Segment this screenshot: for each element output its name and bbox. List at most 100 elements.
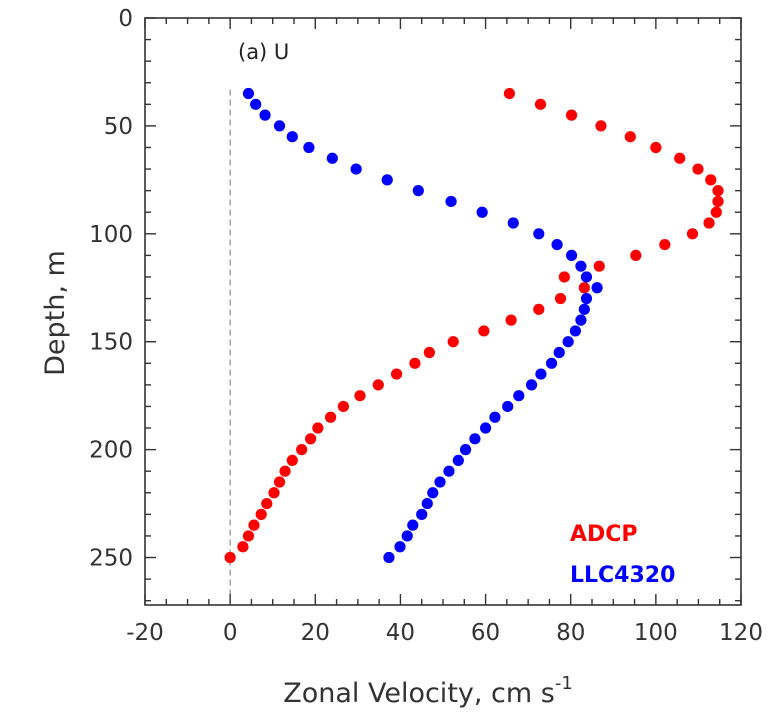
data-point-llc4320 [381,174,393,186]
data-point-llc4320 [459,444,472,456]
data-point-llc4320 [250,98,262,110]
data-point-adcp [674,152,686,164]
data-point-llc4320 [479,422,492,434]
data-point-llc4320 [551,238,563,251]
data-point-adcp [692,163,704,175]
data-point-adcp [255,508,267,520]
data-point-llc4320 [401,530,413,542]
data-point-adcp [554,292,567,305]
panel-label: (a) U [238,40,289,64]
x-tick-label: 120 [719,620,763,646]
data-point-llc4320 [502,400,514,413]
data-point-llc4320 [513,390,525,402]
data-point-adcp [268,487,280,499]
y-tick-label: 100 [89,222,133,248]
data-point-adcp [712,195,724,208]
data-point-adcp [710,206,722,218]
data-point-adcp [558,271,570,283]
data-point-llc4320 [533,228,545,240]
data-point-adcp [248,519,260,531]
data-point-llc4320 [489,411,501,423]
y-tick-label: 50 [104,114,133,140]
data-point-llc4320 [476,206,488,218]
data-point-llc4320 [286,131,298,143]
data-point-adcp [237,541,249,553]
y-tick-label: 200 [89,438,133,464]
data-point-adcp [409,357,421,369]
data-point-llc4320 [259,109,271,121]
x-tick-label: 0 [223,620,238,646]
data-point-adcp [565,109,578,121]
data-point-adcp [224,551,236,564]
x-tick-label: 80 [556,620,585,646]
data-point-adcp [447,336,459,348]
data-point-llc4320 [507,217,519,229]
data-point-llc4320 [273,120,286,132]
x-tick-label: 100 [634,620,678,646]
data-point-llc4320 [407,519,419,531]
data-point-adcp [578,282,590,294]
data-point-llc4320 [591,282,603,294]
data-point-adcp [286,454,298,467]
data-point-llc4320 [545,357,558,369]
plot-area [224,87,724,564]
data-point-adcp [595,120,607,132]
data-point-llc4320 [535,368,547,380]
data-point-adcp [630,249,642,261]
x-axis-label-superscript: -1 [555,673,573,694]
data-point-llc4320 [575,260,587,272]
y-tick-label: 0 [118,6,133,32]
data-point-adcp [296,444,308,456]
plot-frame [144,17,742,606]
data-point-adcp [390,368,403,380]
y-axis-label: Depth, m [40,250,71,376]
data-point-llc4320 [562,336,574,348]
legend-entry-llc4320: LLC4320 [570,563,675,588]
data-point-llc4320 [445,195,457,208]
data-point-llc4320 [421,497,433,510]
data-point-llc4320 [242,87,255,100]
data-point-llc4320 [443,465,455,477]
y-tick-label: 150 [89,330,133,356]
data-point-adcp [505,314,517,326]
data-point-llc4320 [452,454,464,467]
data-point-adcp [705,174,717,186]
data-point-adcp [533,303,545,315]
data-point-llc4320 [580,292,593,305]
data-point-llc4320 [575,314,587,326]
data-point-adcp [325,411,337,423]
data-point-adcp [712,185,724,197]
data-point-llc4320 [580,271,593,283]
x-tick-label: 60 [471,620,500,646]
x-axis-label-main: Zonal Velocity, cm s [283,678,555,709]
data-point-llc4320 [427,487,439,499]
data-point-adcp [312,422,324,434]
data-point-llc4320 [578,303,590,315]
data-point-adcp [686,228,699,240]
data-point-adcp [261,497,273,510]
data-point-llc4320 [569,325,581,337]
data-point-llc4320 [416,508,428,520]
data-point-adcp [242,530,255,542]
data-point-adcp [503,87,516,100]
data-point-adcp [478,325,490,337]
data-point-llc4320 [525,379,538,391]
data-point-llc4320 [303,141,315,154]
data-point-adcp [593,260,605,272]
data-point-llc4320 [565,249,578,261]
data-point-adcp [337,400,349,413]
data-point-llc4320 [394,541,406,553]
x-tick-label: 40 [386,620,415,646]
data-point-llc4320 [383,551,395,564]
data-point-adcp [372,379,384,391]
data-point-adcp [423,346,435,359]
data-point-llc4320 [326,152,338,164]
data-point-adcp [534,98,547,110]
data-point-adcp [624,131,636,143]
data-point-adcp [305,433,317,445]
data-point-llc4320 [434,476,446,488]
x-tick-label: -20 [126,620,164,646]
axes: -20 0 20 40 60 80 100 120 0 50 100 150 200 250 [89,6,763,646]
x-axis-label: Zonal Velocity, cm s-1 [283,673,573,709]
